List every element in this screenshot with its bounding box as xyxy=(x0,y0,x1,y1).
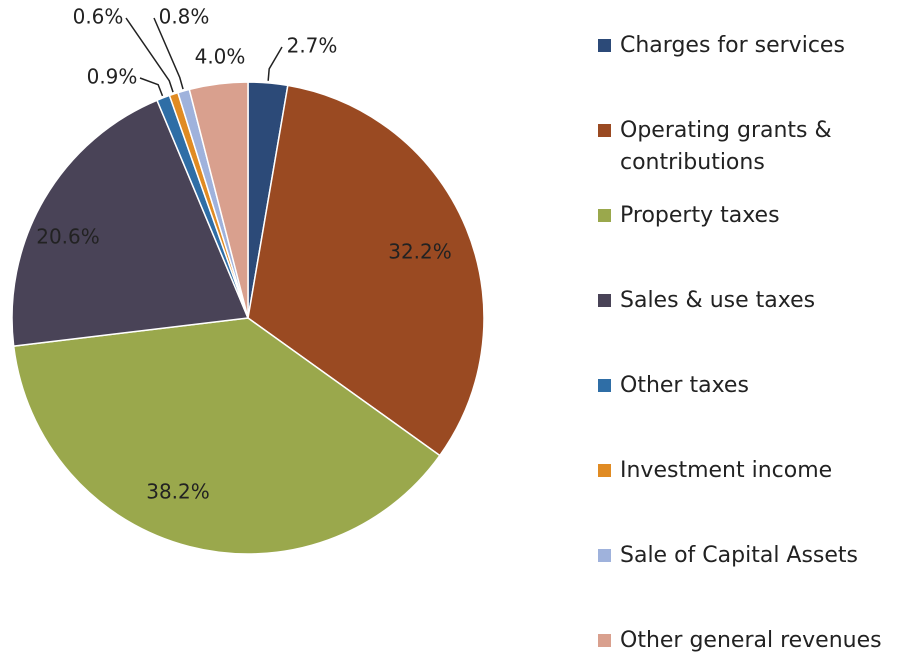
pie-area: 2.7% 32.2% 38.2% 20.6% 0.9% 0.6% 0.8% 4.0% xyxy=(11,5,485,555)
pie-slice xyxy=(12,317,441,555)
legend-swatch xyxy=(598,464,611,477)
legend-label: Property taxes xyxy=(620,203,780,228)
data-label: 38.2% xyxy=(146,480,210,504)
leader-line xyxy=(153,17,184,90)
data-label: 0.6% xyxy=(73,5,124,29)
data-label: 20.6% xyxy=(36,225,100,249)
legend-swatch xyxy=(598,549,611,562)
pie-slice xyxy=(247,84,485,457)
legend-swatch xyxy=(598,634,611,647)
legend-label: Charges for services xyxy=(620,33,845,58)
data-label: 4.0% xyxy=(195,45,246,69)
leader-line xyxy=(125,17,174,93)
legend-item: Sales & use taxes xyxy=(598,285,893,317)
legend-item: Charges for services xyxy=(598,30,893,62)
legend-swatch xyxy=(598,209,611,222)
legend-label: Other general revenues xyxy=(620,628,882,653)
legend-swatch xyxy=(598,124,611,137)
legend-item: Sale of Capital Assets xyxy=(598,540,893,572)
data-label: 0.8% xyxy=(159,5,210,29)
legend-label: Operating grants & contributions xyxy=(620,118,832,175)
legend-item: Other general revenues xyxy=(598,625,893,657)
legend-swatch xyxy=(598,379,611,392)
legend-item: Other taxes xyxy=(598,370,893,402)
legend-label: Other taxes xyxy=(620,373,749,398)
data-label: 32.2% xyxy=(388,240,452,264)
leader-line xyxy=(139,77,164,97)
legend-swatch xyxy=(598,294,611,307)
pie-slice xyxy=(188,81,249,319)
legend-item: Property taxes xyxy=(598,200,893,232)
leader-line xyxy=(267,46,283,81)
legend-swatch xyxy=(598,39,611,52)
legend-label: Sale of Capital Assets xyxy=(620,543,859,568)
data-label: 2.7% xyxy=(287,34,338,58)
legend-item: Investment income xyxy=(598,455,893,487)
legend-label: Sales & use taxes xyxy=(620,288,816,313)
legend-label: Investment income xyxy=(620,458,833,483)
pie-slice xyxy=(11,99,250,347)
data-label: 0.9% xyxy=(87,65,138,89)
legend-item: Operating grants & contributions xyxy=(598,115,893,179)
